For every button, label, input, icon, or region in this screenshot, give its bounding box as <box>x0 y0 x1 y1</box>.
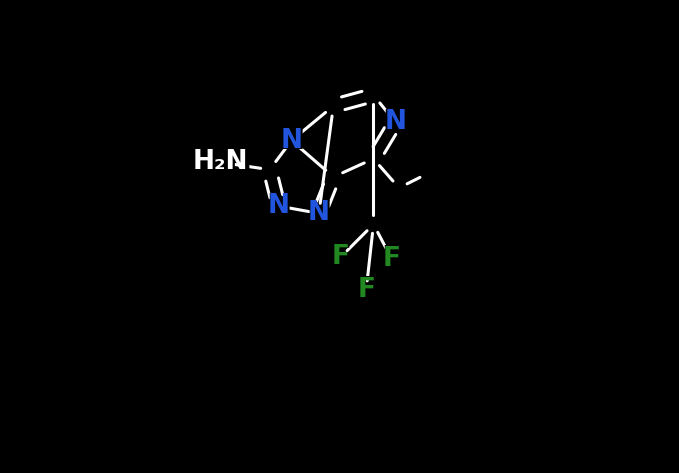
Text: F: F <box>356 275 377 304</box>
Text: F: F <box>332 244 350 270</box>
Text: H₂N: H₂N <box>193 149 249 175</box>
Text: F: F <box>357 277 375 303</box>
Text: N: N <box>268 193 290 219</box>
Text: H₂N: H₂N <box>189 148 253 177</box>
Text: F: F <box>383 246 401 272</box>
Text: N: N <box>280 128 303 154</box>
Text: F: F <box>382 245 402 273</box>
Text: N: N <box>308 201 330 227</box>
Text: N: N <box>383 108 408 137</box>
Text: N: N <box>306 199 331 228</box>
Text: N: N <box>384 109 406 135</box>
Text: N: N <box>279 126 304 155</box>
Text: F: F <box>330 243 351 272</box>
Text: N: N <box>266 192 291 220</box>
